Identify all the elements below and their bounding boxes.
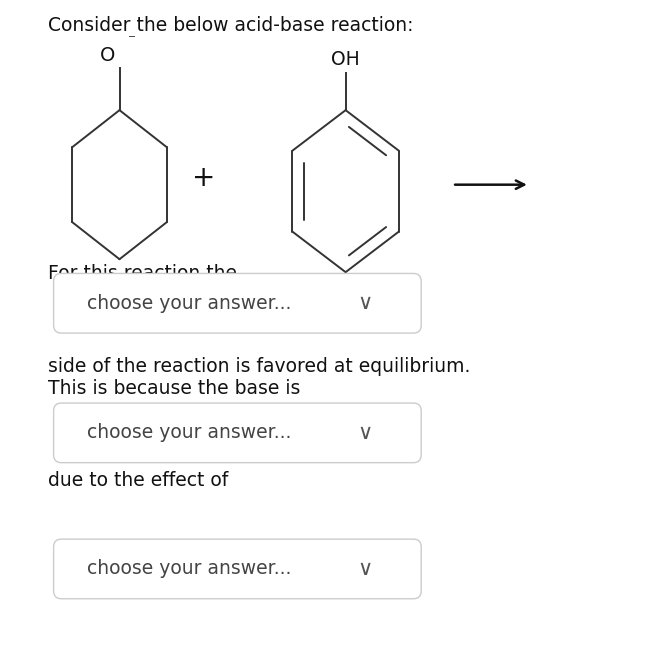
- Text: choose your answer...: choose your answer...: [87, 559, 291, 579]
- Text: due to the effect of: due to the effect of: [48, 471, 229, 491]
- Text: +: +: [192, 164, 215, 192]
- Text: side of the reaction is favored at equilibrium.: side of the reaction is favored at equil…: [48, 356, 471, 376]
- FancyBboxPatch shape: [54, 273, 421, 333]
- Text: Consider the below acid-base reaction:: Consider the below acid-base reaction:: [48, 16, 414, 35]
- Text: OH: OH: [331, 50, 360, 69]
- Text: For this reaction the: For this reaction the: [48, 264, 238, 283]
- Text: O: O: [100, 46, 116, 65]
- Text: choose your answer...: choose your answer...: [87, 423, 291, 443]
- FancyBboxPatch shape: [54, 403, 421, 463]
- Text: This is because the base is: This is because the base is: [48, 379, 301, 399]
- Text: ∨: ∨: [357, 294, 373, 313]
- Text: ∨: ∨: [357, 559, 373, 579]
- FancyBboxPatch shape: [54, 539, 421, 599]
- Text: ⁻: ⁻: [129, 32, 136, 47]
- Text: ∨: ∨: [357, 423, 373, 443]
- Text: choose your answer...: choose your answer...: [87, 294, 291, 313]
